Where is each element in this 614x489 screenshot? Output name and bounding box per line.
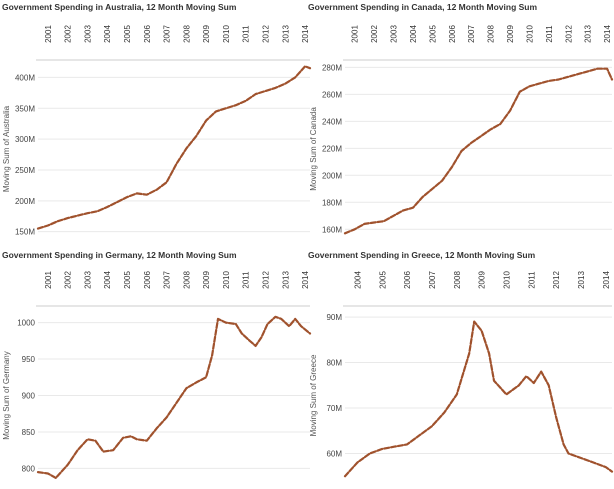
x-tick-label: 2007 <box>428 271 437 289</box>
chart-title: Government Spending in Greece, 12 Month … <box>308 250 536 260</box>
x-tick-label: 2011 <box>242 25 251 43</box>
x-tick-label: 2005 <box>123 271 132 289</box>
x-tick-label: 2001 <box>44 25 53 43</box>
x-tick-label: 2005 <box>428 25 437 43</box>
x-tick-label: 2012 <box>261 271 270 289</box>
x-tick-label: 2008 <box>487 25 496 43</box>
x-tick-label: 2006 <box>448 25 457 43</box>
y-tick-label: 60M <box>326 449 342 458</box>
y-axis-title: Moving Sum of Greece <box>309 354 318 436</box>
chart-title: Government Spending in Germany, 12 Month… <box>2 250 237 260</box>
y-tick-label: 300M <box>15 135 35 144</box>
x-tick-label: 2004 <box>353 271 362 289</box>
x-tick-label: 2007 <box>163 25 172 43</box>
x-tick-label: 2013 <box>281 25 290 43</box>
chart-panel-0: Government Spending in Australia, 12 Mon… <box>2 2 312 237</box>
x-tick-label: 2005 <box>378 271 387 289</box>
x-tick-label: 2009 <box>506 25 515 43</box>
x-tick-label: 2004 <box>103 271 112 289</box>
x-tick-label: 2006 <box>143 25 152 43</box>
x-tick-label: 2013 <box>281 271 290 289</box>
y-axis-title: Moving Sum of Australia <box>2 105 11 192</box>
y-tick-label: 900 <box>22 392 36 401</box>
chart-panel-3: Government Spending in Greece, 12 Month … <box>308 250 614 478</box>
x-tick-label: 2010 <box>502 271 511 289</box>
x-tick-label: 2002 <box>64 25 73 43</box>
x-tick-label: 2001 <box>44 271 53 289</box>
x-tick-label: 2003 <box>83 25 92 43</box>
y-axis-title: Moving Sum of Canada <box>309 107 318 191</box>
x-tick-label: 2002 <box>370 25 379 43</box>
x-tick-label: 2012 <box>552 271 561 289</box>
y-tick-label: 400M <box>15 73 35 82</box>
x-tick-label: 2014 <box>602 271 611 289</box>
y-tick-label: 200M <box>15 197 35 206</box>
x-tick-label: 2007 <box>163 271 172 289</box>
x-tick-label: 2013 <box>584 25 593 43</box>
y-tick-label: 150M <box>15 228 35 237</box>
chart-title: Government Spending in Australia, 12 Mon… <box>2 2 237 12</box>
x-tick-label: 2013 <box>577 271 586 289</box>
x-tick-label: 2007 <box>467 25 476 43</box>
x-tick-label: 2009 <box>202 25 211 43</box>
x-tick-label: 2006 <box>403 271 412 289</box>
series-line <box>36 315 312 479</box>
y-tick-label: 250M <box>15 166 35 175</box>
chart-panel-2: Government Spending in Germany, 12 Month… <box>2 250 312 479</box>
x-tick-label: 2008 <box>453 271 462 289</box>
x-tick-label: 2014 <box>301 25 310 43</box>
y-tick-label: 240M <box>322 117 342 126</box>
x-tick-label: 2011 <box>242 271 251 289</box>
y-tick-label: 180M <box>322 198 342 207</box>
series-line <box>343 320 614 478</box>
x-tick-label: 2008 <box>182 271 191 289</box>
x-tick-label: 2004 <box>409 25 418 43</box>
x-tick-label: 2010 <box>222 25 231 43</box>
x-tick-label: 2002 <box>64 271 73 289</box>
x-tick-label: 2008 <box>182 25 191 43</box>
x-tick-label: 2012 <box>564 25 573 43</box>
x-tick-label: 2004 <box>103 25 112 43</box>
y-tick-label: 200M <box>322 171 342 180</box>
y-tick-label: 800 <box>22 464 36 473</box>
y-tick-label: 1000 <box>17 319 35 328</box>
x-tick-label: 2009 <box>202 271 211 289</box>
y-tick-label: 850 <box>22 428 36 437</box>
x-tick-label: 2011 <box>545 25 554 43</box>
y-tick-label: 220M <box>322 144 342 153</box>
y-tick-label: 80M <box>326 359 342 368</box>
x-tick-label: 2010 <box>525 25 534 43</box>
y-tick-label: 280M <box>322 63 342 72</box>
chart-panel-1: Government Spending in Canada, 12 Month … <box>308 2 614 235</box>
y-tick-label: 160M <box>322 225 342 234</box>
x-tick-label: 2005 <box>123 25 132 43</box>
x-tick-label: 2009 <box>478 271 487 289</box>
y-tick-label: 90M <box>326 313 342 322</box>
x-tick-label: 2014 <box>603 25 612 43</box>
series-line <box>36 65 312 230</box>
y-tick-label: 70M <box>326 404 342 413</box>
x-tick-label: 2003 <box>390 25 399 43</box>
y-tick-label: 950 <box>22 355 36 364</box>
x-tick-label: 2006 <box>143 271 152 289</box>
y-axis-title: Moving Sum of Germany <box>2 351 11 439</box>
x-tick-label: 2011 <box>527 271 536 289</box>
x-tick-label: 2012 <box>261 25 270 43</box>
x-tick-label: 2001 <box>351 25 360 43</box>
chart-title: Government Spending in Canada, 12 Month … <box>308 2 537 12</box>
x-tick-label: 2010 <box>222 271 231 289</box>
series-line <box>343 67 614 235</box>
x-tick-label: 2014 <box>301 271 310 289</box>
y-tick-label: 350M <box>15 104 35 113</box>
x-tick-label: 2003 <box>83 271 92 289</box>
y-tick-label: 260M <box>322 90 342 99</box>
